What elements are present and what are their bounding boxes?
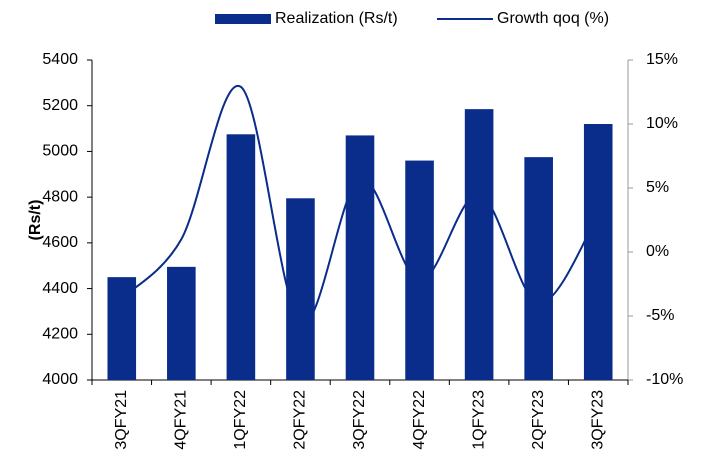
bar	[583, 124, 613, 380]
legend-label: Growth qoq (%)	[497, 10, 609, 27]
y2-tick-label: 15%	[646, 51, 678, 68]
y2-tick-label: 5%	[646, 179, 669, 196]
x-tick-label: 4QFY21	[173, 390, 190, 450]
bar	[107, 277, 137, 380]
x-tick-label: 1QFY22	[232, 390, 249, 450]
x-tick-label: 3QFY22	[351, 390, 368, 450]
y2-tick-label: 0%	[646, 243, 669, 260]
y-tick-label: 5200	[42, 97, 78, 114]
y-tick-label: 4000	[42, 371, 78, 388]
legend-swatch	[215, 14, 271, 24]
bar	[286, 198, 315, 380]
y-tick-label: 4600	[42, 234, 78, 251]
growth-line	[121, 84, 600, 325]
x-tick-label: 3QFY23	[589, 390, 606, 450]
y2-tick-label: -5%	[646, 307, 674, 324]
x-tick-label: 2QFY23	[530, 390, 547, 450]
y2-tick-label: 10%	[646, 115, 678, 132]
y-tick-label: 5000	[42, 143, 78, 160]
legend-label: Realization (Rs/t)	[275, 10, 398, 27]
x-tick-label: 1QFY23	[470, 390, 487, 450]
y-tick-label: 5400	[42, 51, 78, 68]
y-tick-label: 4400	[42, 280, 78, 297]
x-tick-label: 4QFY22	[411, 390, 428, 450]
bar	[524, 157, 553, 380]
y-axis-label: (Rs/t)	[27, 200, 44, 241]
bar	[464, 109, 494, 381]
y-tick-label: 4200	[42, 326, 78, 343]
bar	[226, 134, 256, 380]
x-tick-label: 3QFY21	[113, 390, 130, 450]
bar	[167, 266, 196, 380]
bar	[345, 135, 375, 380]
y-tick-label: 4800	[42, 188, 78, 205]
y2-tick-label: -10%	[646, 371, 683, 388]
x-tick-label: 2QFY22	[292, 390, 309, 450]
